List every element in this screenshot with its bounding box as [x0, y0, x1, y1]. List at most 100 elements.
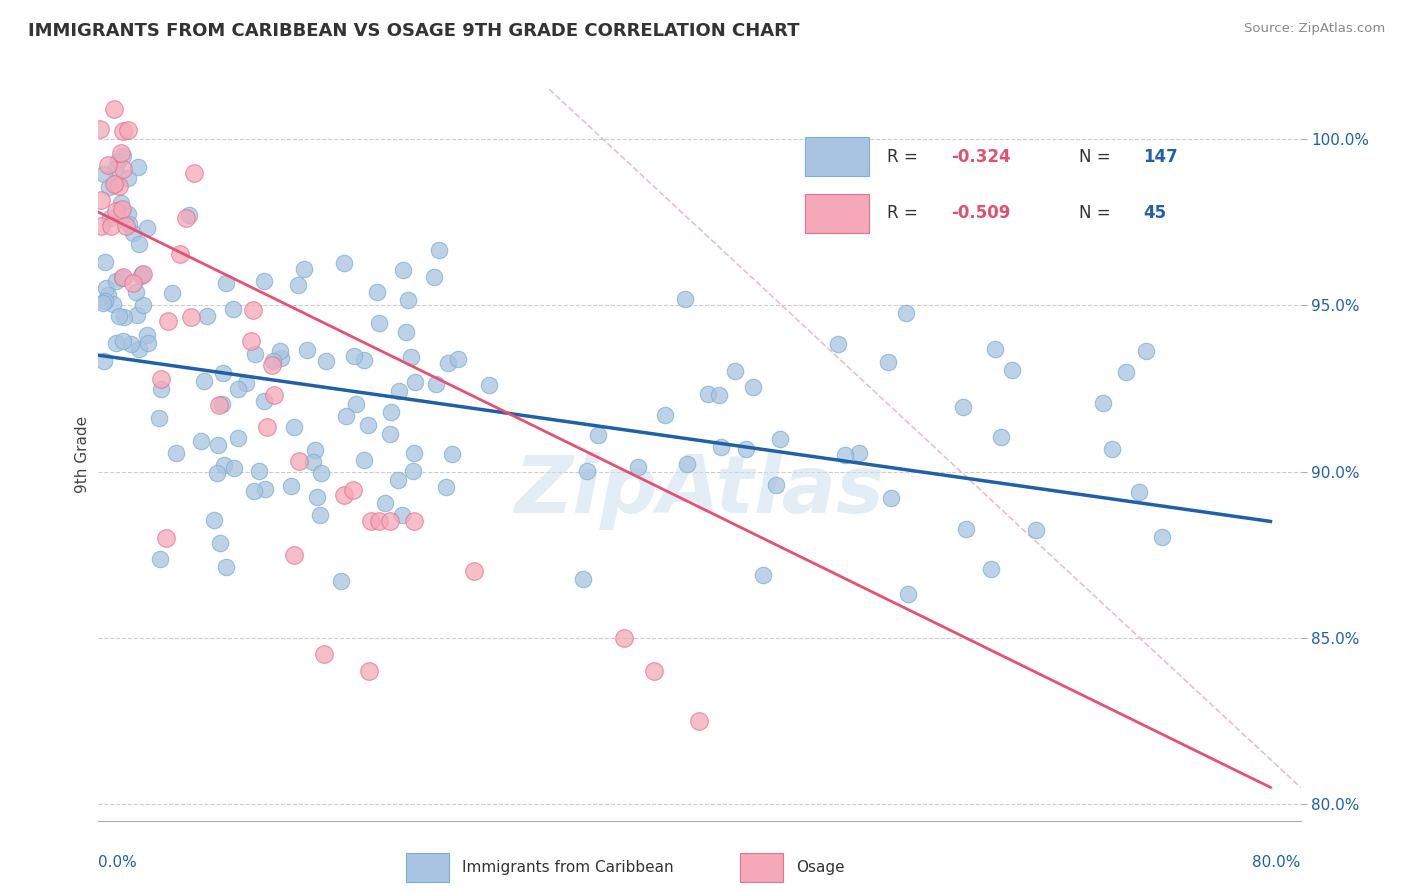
Point — [388, 384, 411, 398]
Point — [307, 490, 329, 504]
Point — [190, 434, 212, 449]
Point — [245, 347, 267, 361]
Point — [122, 226, 145, 240]
Point — [112, 310, 135, 324]
Point — [117, 171, 139, 186]
Point — [247, 463, 270, 477]
Text: Osage: Osage — [796, 860, 845, 875]
Point — [111, 123, 134, 137]
Point — [984, 342, 1007, 356]
Point — [752, 568, 775, 582]
Point — [353, 453, 375, 467]
Point — [1025, 523, 1047, 537]
Point — [160, 286, 183, 301]
Point — [169, 247, 191, 261]
Point — [103, 297, 125, 311]
Point — [97, 179, 120, 194]
Point — [93, 294, 115, 309]
Point — [392, 263, 415, 277]
Point — [643, 664, 665, 678]
Point — [117, 123, 139, 137]
Point — [675, 457, 697, 471]
Point — [136, 328, 159, 343]
Point — [120, 336, 142, 351]
Point — [115, 219, 138, 233]
Point — [215, 277, 238, 291]
Point — [108, 179, 131, 194]
Point — [353, 352, 375, 367]
Point — [425, 376, 447, 391]
Point — [312, 648, 335, 662]
Point — [204, 513, 226, 527]
Point — [1091, 396, 1114, 410]
FancyBboxPatch shape — [406, 854, 450, 881]
Point — [93, 354, 115, 368]
Point — [254, 482, 277, 496]
Point — [368, 515, 391, 529]
Point — [395, 325, 418, 339]
Point — [980, 562, 1002, 576]
Point — [342, 483, 364, 498]
Point — [402, 464, 425, 478]
Point — [287, 278, 309, 293]
Point — [104, 178, 127, 192]
Point — [396, 293, 419, 307]
Point — [222, 301, 245, 316]
Point — [654, 408, 676, 422]
Point — [952, 400, 974, 414]
Point — [827, 337, 849, 351]
Point — [117, 217, 139, 231]
Point — [292, 262, 315, 277]
Point — [402, 515, 425, 529]
Point — [103, 103, 125, 117]
Point — [108, 309, 131, 323]
Point — [100, 219, 122, 234]
Text: -0.324: -0.324 — [950, 148, 1011, 166]
Point — [441, 447, 464, 461]
Point — [125, 285, 148, 300]
Point — [1150, 530, 1173, 544]
Point — [387, 473, 409, 487]
Point — [897, 587, 920, 601]
Point — [243, 483, 266, 498]
Point — [156, 314, 179, 328]
Text: 147: 147 — [1143, 148, 1178, 166]
Point — [769, 432, 792, 446]
Point — [357, 417, 380, 432]
Point — [148, 411, 170, 425]
Point — [332, 256, 354, 270]
FancyBboxPatch shape — [740, 854, 783, 881]
Point — [104, 161, 127, 176]
Point — [179, 208, 201, 222]
Point — [378, 515, 401, 529]
Text: ZipAtlas: ZipAtlas — [515, 452, 884, 531]
Point — [876, 355, 898, 369]
Point — [165, 446, 187, 460]
Point — [366, 285, 388, 299]
Text: -0.509: -0.509 — [950, 204, 1011, 222]
Point — [111, 334, 134, 348]
Point — [1115, 365, 1137, 379]
Point — [211, 366, 233, 380]
Point — [437, 356, 460, 370]
Point — [132, 298, 155, 312]
Point — [110, 195, 132, 210]
Point — [1135, 344, 1157, 359]
Point — [848, 446, 870, 460]
Point — [673, 292, 696, 306]
Point — [242, 303, 264, 318]
Point — [380, 405, 402, 419]
Point — [357, 664, 380, 678]
Point — [111, 270, 134, 285]
Point — [765, 478, 787, 492]
Point — [90, 193, 112, 207]
Point — [990, 430, 1012, 444]
Point — [252, 274, 274, 288]
Point — [209, 536, 232, 550]
Point — [105, 274, 128, 288]
Point — [183, 166, 205, 180]
Point — [955, 522, 977, 536]
Point — [742, 380, 765, 394]
Point — [256, 419, 278, 434]
Point — [226, 382, 249, 396]
